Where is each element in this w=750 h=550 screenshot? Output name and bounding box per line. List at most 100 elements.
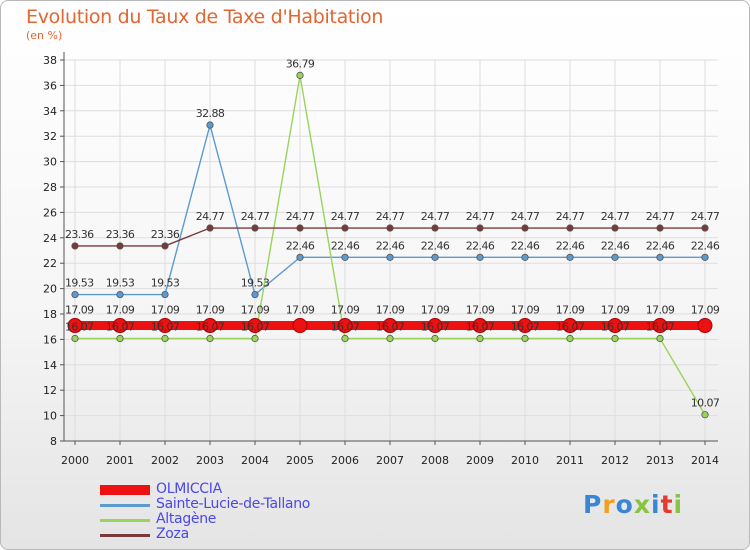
legend-swatch-sainte-lucie xyxy=(100,504,150,507)
data-label: 17.09 xyxy=(241,304,270,317)
y-tick-label: 36 xyxy=(43,79,57,92)
data-label: 22.46 xyxy=(286,239,315,252)
y-tick-label: 18 xyxy=(43,308,57,321)
series-point-3 xyxy=(161,242,169,250)
x-tick-label: 2004 xyxy=(241,454,269,467)
data-label: 24.77 xyxy=(241,210,270,223)
series-point-0 xyxy=(427,318,443,334)
data-label: 17.09 xyxy=(106,304,135,317)
series-point-2 xyxy=(431,334,439,343)
x-tick-label: 2005 xyxy=(286,454,314,467)
data-label: 22.46 xyxy=(556,239,585,252)
y-tick-label: 22 xyxy=(43,257,57,270)
data-label: 24.77 xyxy=(376,210,405,223)
chart-subtitle: (en %) xyxy=(26,29,63,42)
data-label: 17.09 xyxy=(691,304,720,317)
data-label: 17.09 xyxy=(421,304,450,317)
series-point-3 xyxy=(431,224,439,232)
data-label: 16.07 xyxy=(601,321,630,334)
series-point-1 xyxy=(251,290,259,299)
series-point-2 xyxy=(341,334,349,343)
data-label: 16.07 xyxy=(556,321,585,334)
series-point-3 xyxy=(251,224,259,232)
y-tick-label: 34 xyxy=(43,105,57,118)
series-point-2 xyxy=(476,334,484,343)
data-label: 16.07 xyxy=(106,321,135,334)
logo-letter: r xyxy=(602,490,616,519)
data-label: 16.07 xyxy=(646,321,675,334)
series-point-1 xyxy=(476,253,484,261)
data-label: 19.53 xyxy=(151,277,180,290)
x-tick-label: 2006 xyxy=(331,454,359,467)
legend-label-olmiccia: OLMICCIA xyxy=(156,481,222,497)
x-tick-label: 2011 xyxy=(556,454,584,467)
series-point-0 xyxy=(157,318,173,334)
data-label: 32.88 xyxy=(196,107,225,120)
series-point-2 xyxy=(251,334,259,343)
series-point-1 xyxy=(206,121,214,129)
series-point-0 xyxy=(247,318,263,334)
series-point-0 xyxy=(697,318,713,334)
series-point-0 xyxy=(292,318,308,334)
data-label: 24.77 xyxy=(556,210,585,223)
data-label: 16.07 xyxy=(466,321,495,334)
series-point-0 xyxy=(202,318,218,334)
series-point-3 xyxy=(476,224,484,232)
legend-label-sainte-lucie: Sainte-Lucie-de-Tallano xyxy=(156,496,311,512)
y-tick-label: 30 xyxy=(43,156,57,169)
x-tick-label: 2014 xyxy=(691,454,719,467)
data-label: 23.36 xyxy=(151,228,180,241)
data-label: 16.07 xyxy=(65,321,94,334)
series-point-0 xyxy=(337,318,353,334)
y-tick-label: 28 xyxy=(43,181,57,194)
data-label: 24.77 xyxy=(331,210,360,223)
logo-letter: x xyxy=(633,490,651,519)
series-point-0 xyxy=(472,318,488,334)
series-point-3 xyxy=(656,224,664,232)
series-point-1 xyxy=(341,253,349,261)
data-label: 22.46 xyxy=(646,239,675,252)
series-point-1 xyxy=(296,253,304,261)
y-tick-label: 10 xyxy=(43,410,57,423)
data-label: 36.79 xyxy=(286,57,315,70)
series-point-0 xyxy=(562,318,578,334)
x-tick-label: 2012 xyxy=(601,454,629,467)
series-point-1 xyxy=(431,253,439,261)
series-point-2 xyxy=(566,334,574,343)
series-point-2 xyxy=(611,334,619,343)
y-tick-label: 32 xyxy=(43,130,57,143)
series-point-1 xyxy=(161,290,169,299)
y-tick-label: 8 xyxy=(50,435,57,448)
data-label: 22.46 xyxy=(421,239,450,252)
data-label: 17.09 xyxy=(286,304,315,317)
series-point-2 xyxy=(116,334,124,343)
series-point-3 xyxy=(566,224,574,232)
data-label: 19.53 xyxy=(106,277,135,290)
data-label: 17.09 xyxy=(601,304,630,317)
logo-letter: P xyxy=(583,490,603,519)
logo-letter: t xyxy=(660,490,674,519)
data-label: 22.46 xyxy=(376,239,405,252)
data-label: 24.77 xyxy=(691,210,720,223)
data-label: 22.46 xyxy=(691,239,720,252)
series-point-1 xyxy=(521,253,529,261)
series-point-3 xyxy=(521,224,529,232)
series-point-1 xyxy=(611,253,619,261)
data-label: 17.09 xyxy=(65,304,94,317)
data-label: 22.46 xyxy=(466,239,495,252)
data-label: 16.07 xyxy=(241,321,270,334)
series-point-0 xyxy=(652,318,668,334)
data-label: 17.09 xyxy=(466,304,495,317)
data-label: 22.46 xyxy=(331,239,360,252)
data-label: 17.09 xyxy=(511,304,540,317)
logo-letter: i xyxy=(651,490,661,519)
series-point-3 xyxy=(206,224,214,232)
series-point-3 xyxy=(296,224,304,232)
series-point-2 xyxy=(656,334,664,343)
data-label: 24.77 xyxy=(511,210,540,223)
data-label: 16.07 xyxy=(511,321,540,334)
series-point-2 xyxy=(206,334,214,343)
series-point-2 xyxy=(701,411,709,419)
